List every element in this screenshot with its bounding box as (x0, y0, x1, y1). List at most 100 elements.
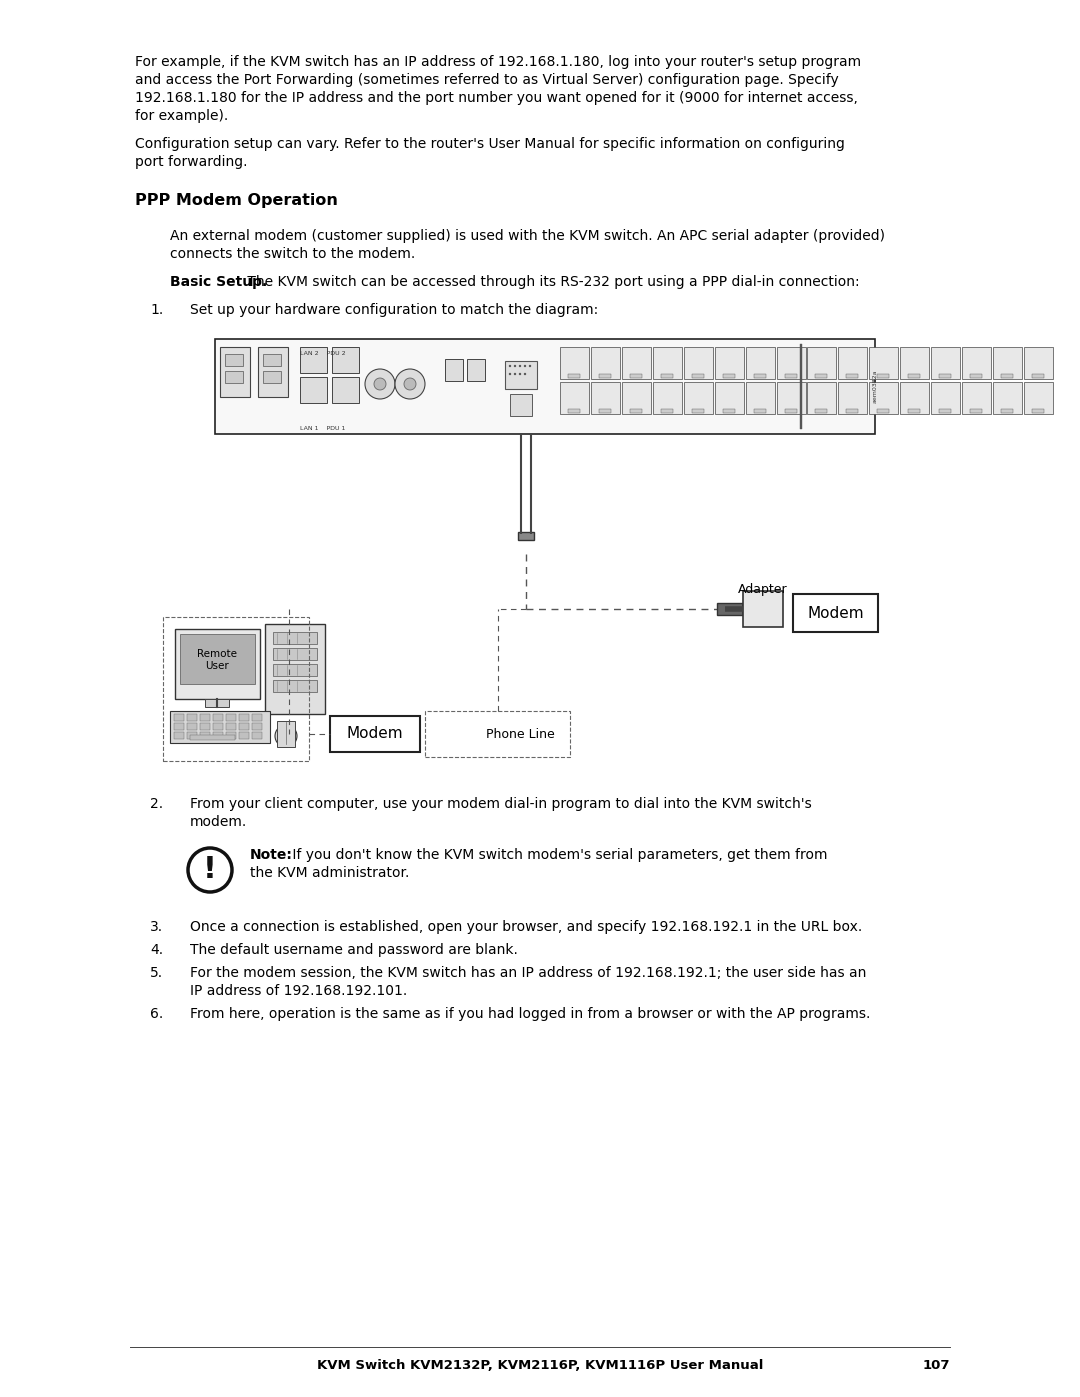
Text: !: ! (203, 855, 217, 884)
Bar (931, 346, 960, 379)
Bar (332, 377, 359, 402)
Text: for example).: for example). (135, 109, 228, 123)
Text: connects the switch to the modem.: connects the switch to the modem. (170, 247, 415, 261)
Bar (187, 714, 197, 721)
Text: LAN 2    PDU 2: LAN 2 PDU 2 (300, 351, 346, 356)
Bar (190, 735, 235, 740)
Bar (684, 381, 713, 414)
Bar (1032, 374, 1044, 379)
Bar (715, 346, 744, 379)
Bar (815, 409, 827, 414)
Text: LAN 1    PDU 1: LAN 1 PDU 1 (300, 426, 346, 432)
Bar (568, 374, 580, 379)
Bar (226, 714, 237, 721)
Bar (939, 409, 951, 414)
Text: For the modem session, the KVM switch has an IP address of 192.168.192.1; the us: For the modem session, the KVM switch ha… (190, 965, 866, 981)
Text: Once a connection is established, open your browser, and specify 192.168.192.1 i: Once a connection is established, open y… (190, 921, 862, 935)
Text: 1.: 1. (150, 303, 163, 317)
Bar (174, 732, 184, 739)
Circle shape (518, 365, 522, 367)
Bar (877, 374, 889, 379)
Circle shape (514, 373, 516, 376)
Bar (568, 409, 580, 414)
Bar (1032, 409, 1044, 414)
Bar (467, 359, 485, 381)
Bar (785, 409, 797, 414)
Bar (252, 714, 262, 721)
Text: 3.: 3. (150, 921, 163, 935)
Bar (684, 346, 713, 379)
Bar (273, 664, 318, 676)
Bar (908, 374, 920, 379)
Bar (276, 721, 295, 747)
Bar (962, 346, 991, 379)
Bar (187, 732, 197, 739)
Bar (220, 346, 249, 397)
Text: Basic Setup.: Basic Setup. (170, 275, 267, 289)
Bar (561, 346, 589, 379)
Bar (807, 381, 836, 414)
Bar (653, 346, 681, 379)
Bar (815, 374, 827, 379)
Text: Phone Line: Phone Line (486, 728, 554, 740)
Text: Configuration setup can vary. Refer to the router's User Manual for specific inf: Configuration setup can vary. Refer to t… (135, 137, 845, 151)
Circle shape (529, 365, 531, 367)
Bar (746, 381, 775, 414)
Bar (993, 346, 1022, 379)
Bar (505, 360, 537, 388)
Bar (264, 353, 281, 366)
Bar (908, 409, 920, 414)
Text: modem.: modem. (190, 814, 247, 828)
Bar (163, 617, 309, 761)
Circle shape (395, 369, 426, 400)
Bar (510, 394, 532, 416)
Bar (931, 381, 960, 414)
Bar (939, 374, 951, 379)
Text: aem0382a: aem0382a (873, 370, 878, 404)
Bar (630, 374, 642, 379)
Bar (200, 724, 210, 731)
Bar (838, 346, 867, 379)
Bar (785, 374, 797, 379)
Circle shape (524, 365, 526, 367)
Text: IP address of 192.168.192.101.: IP address of 192.168.192.101. (190, 983, 407, 997)
Bar (273, 648, 318, 659)
Bar (273, 680, 318, 692)
Bar (599, 409, 611, 414)
Bar (226, 732, 237, 739)
Bar (653, 381, 681, 414)
Text: Modem: Modem (347, 726, 403, 742)
Bar (630, 409, 642, 414)
Bar (300, 377, 327, 402)
Bar (265, 624, 325, 714)
Text: Remote
User: Remote User (198, 650, 238, 672)
Text: 5.: 5. (150, 965, 163, 981)
Text: An external modem (customer supplied) is used with the KVM switch. An APC serial: An external modem (customer supplied) is… (170, 229, 885, 243)
Bar (225, 353, 243, 366)
Bar (174, 714, 184, 721)
Bar (743, 591, 783, 627)
Bar (175, 629, 260, 698)
Circle shape (404, 379, 416, 390)
Bar (1001, 409, 1013, 414)
Bar (746, 346, 775, 379)
Circle shape (509, 365, 511, 367)
Bar (777, 381, 806, 414)
Bar (970, 409, 982, 414)
Text: If you don't know the KVM switch modem's serial parameters, get them from: If you don't know the KVM switch modem's… (288, 848, 827, 862)
Bar (300, 346, 327, 373)
Bar (838, 381, 867, 414)
Bar (970, 374, 982, 379)
Bar (445, 359, 463, 381)
Circle shape (275, 725, 297, 747)
Bar (180, 634, 255, 685)
Circle shape (188, 848, 232, 893)
Text: and access the Port Forwarding (sometimes referred to as Virtual Server) configu: and access the Port Forwarding (sometime… (135, 73, 839, 87)
Text: the KVM administrator.: the KVM administrator. (249, 866, 409, 880)
Circle shape (524, 373, 526, 376)
Bar (225, 372, 243, 383)
Bar (239, 732, 249, 739)
Bar (174, 724, 184, 731)
Text: For example, if the KVM switch has an IP address of 192.168.1.180, log into your: For example, if the KVM switch has an IP… (135, 54, 861, 68)
Bar (187, 724, 197, 731)
